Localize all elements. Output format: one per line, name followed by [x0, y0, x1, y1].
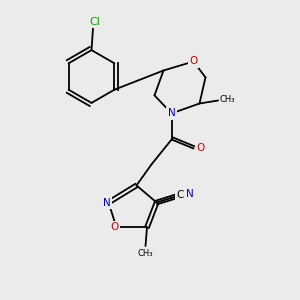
- Text: O: O: [111, 222, 119, 233]
- Text: CH₃: CH₃: [220, 95, 236, 104]
- Text: O: O: [196, 143, 204, 153]
- Text: C: C: [176, 190, 183, 200]
- Text: N: N: [186, 189, 194, 199]
- Text: N: N: [103, 197, 111, 208]
- Text: N: N: [168, 108, 176, 118]
- Text: CH₃: CH₃: [138, 249, 153, 258]
- Text: O: O: [189, 56, 198, 67]
- Text: Cl: Cl: [89, 17, 100, 27]
